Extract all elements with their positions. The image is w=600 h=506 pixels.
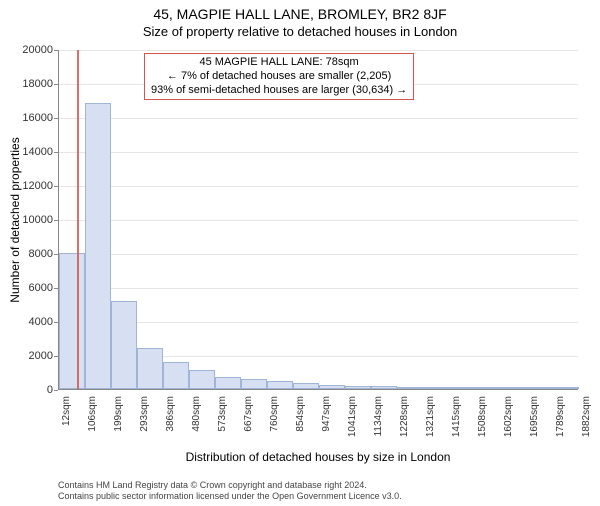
y-tick-label: 8000 [13, 248, 53, 260]
y-tick-label: 0 [13, 384, 53, 396]
x-tick-label: 1415sqm [451, 396, 462, 446]
x-tick-label: 1321sqm [425, 396, 436, 446]
callout-line: ← 7% of detached houses are smaller (2,2… [151, 70, 407, 84]
histogram-bar [267, 381, 293, 389]
grid-line [59, 152, 578, 153]
grid-line [59, 254, 578, 255]
histogram-bar [59, 253, 85, 389]
chart-title: 45, MAGPIE HALL LANE, BROMLEY, BR2 8JF [0, 6, 600, 22]
y-tick-label: 4000 [13, 316, 53, 328]
x-tick-label: 854sqm [295, 396, 306, 446]
y-tick-label: 6000 [13, 282, 53, 294]
x-tick-label: 1228sqm [399, 396, 410, 446]
credits-line-2: Contains public sector information licen… [58, 491, 402, 502]
histogram-bar [475, 387, 501, 389]
y-tick-label: 2000 [13, 350, 53, 362]
y-tick-label: 14000 [13, 146, 53, 158]
x-tick-label: 106sqm [87, 396, 98, 446]
histogram-bar [189, 370, 215, 389]
x-tick-label: 1695sqm [529, 396, 540, 446]
grid-line [59, 118, 578, 119]
histogram-bar [397, 387, 423, 389]
grid-line [59, 186, 578, 187]
chart-subtitle: Size of property relative to detached ho… [0, 24, 600, 39]
callout-line: 45 MAGPIE HALL LANE: 78sqm [151, 56, 407, 70]
grid-line [59, 220, 578, 221]
y-tick-label: 12000 [13, 180, 53, 192]
x-axis-label: Distribution of detached houses by size … [58, 450, 578, 464]
histogram-bar [319, 385, 345, 389]
x-tick-label: 760sqm [269, 396, 280, 446]
histogram-bar [85, 103, 111, 389]
x-tick-label: 947sqm [321, 396, 332, 446]
histogram-bar [345, 386, 371, 389]
y-tick-label: 20000 [13, 44, 53, 56]
x-tick-label: 1602sqm [503, 396, 514, 446]
histogram-bar [501, 387, 527, 389]
grid-line [59, 288, 578, 289]
x-tick-label: 1041sqm [347, 396, 358, 446]
x-tick-label: 667sqm [243, 396, 254, 446]
x-tick-label: 573sqm [217, 396, 228, 446]
x-tick-label: 386sqm [165, 396, 176, 446]
x-tick-label: 1134sqm [373, 396, 384, 446]
y-tick-label: 16000 [13, 112, 53, 124]
histogram-bar [241, 379, 267, 389]
plot-area: 45 MAGPIE HALL LANE: 78sqm← 7% of detach… [58, 50, 578, 390]
credits-line-1: Contains HM Land Registry data © Crown c… [58, 480, 402, 491]
x-tick-label: 480sqm [191, 396, 202, 446]
histogram-bar [449, 387, 475, 389]
histogram-bar [527, 387, 553, 389]
grid-line [59, 50, 578, 51]
chart-container: Number of detached properties 45 MAGPIE … [58, 50, 578, 430]
histogram-bar [111, 301, 137, 389]
histogram-bar [137, 348, 163, 389]
x-tick-label: 1789sqm [555, 396, 566, 446]
x-tick-label: 1882sqm [581, 396, 592, 446]
marker-line [77, 50, 79, 389]
y-tick-label: 10000 [13, 214, 53, 226]
x-tick-label: 1508sqm [477, 396, 488, 446]
x-tick-label: 199sqm [113, 396, 124, 446]
histogram-bar [553, 387, 579, 389]
histogram-bar [215, 377, 241, 389]
x-tick-label: 293sqm [139, 396, 150, 446]
callout-box: 45 MAGPIE HALL LANE: 78sqm← 7% of detach… [144, 53, 414, 100]
histogram-bar [423, 387, 449, 389]
credits: Contains HM Land Registry data © Crown c… [58, 480, 402, 502]
histogram-bar [163, 362, 189, 389]
callout-line: 93% of semi-detached houses are larger (… [151, 84, 407, 98]
x-tick-label: 12sqm [61, 396, 72, 446]
y-tick-label: 18000 [13, 78, 53, 90]
histogram-bar [293, 383, 319, 389]
histogram-bar [371, 386, 397, 389]
